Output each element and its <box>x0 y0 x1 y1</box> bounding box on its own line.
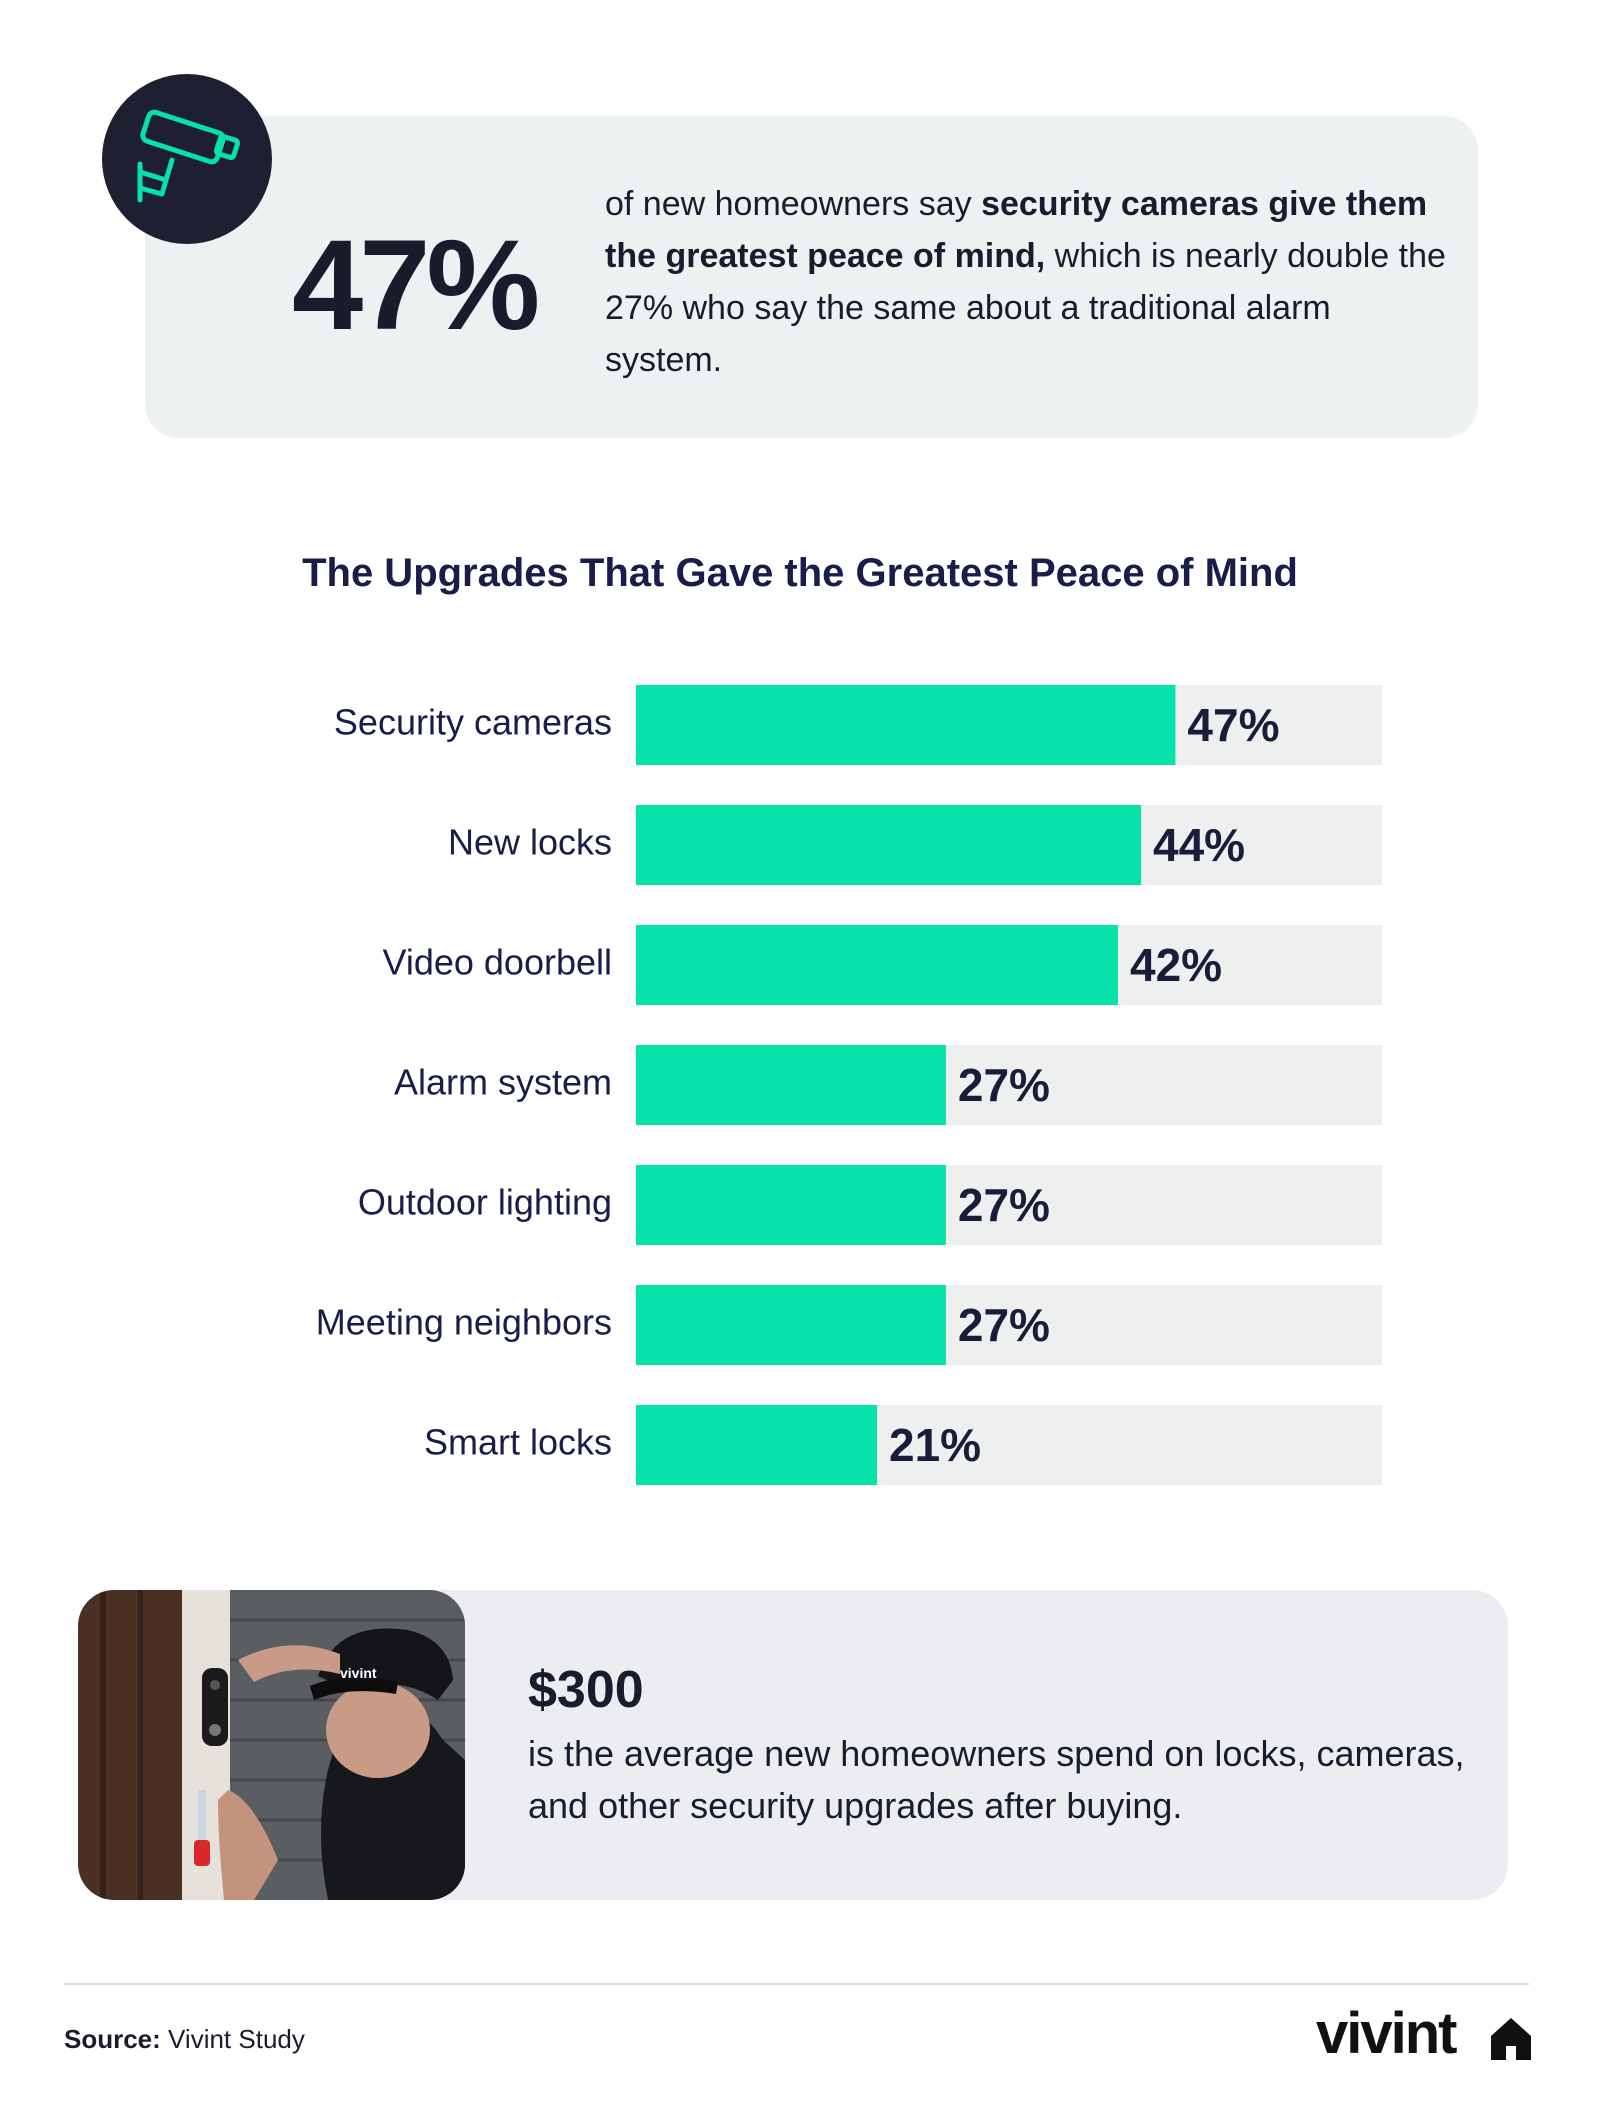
bar-chart: Security cameras 47% New locks 44% Video doo… <box>316 685 1382 1485</box>
stat-card <box>145 116 1478 438</box>
value-label-security-cameras: 47% <box>1187 699 1279 751</box>
source-citation: Source: Vivint Study <box>64 2024 305 2054</box>
headline-percentage: 47% <box>292 214 540 357</box>
bar-security-cameras <box>636 685 1176 765</box>
technician-installing-video-doorbell-photo: vivint <box>78 1590 465 1900</box>
category-label-video-doorbell: Video doorbell <box>382 942 612 983</box>
category-label-security-cameras: Security cameras <box>334 702 612 743</box>
value-label-new-locks: 44% <box>1153 819 1245 871</box>
category-label-alarm-system: Alarm system <box>394 1062 612 1103</box>
vivint-logo: vivint <box>1316 2004 1532 2068</box>
category-label-outdoor-lighting: Outdoor lighting <box>358 1182 612 1223</box>
chart-title: The Upgrades That Gave the Greatest Peac… <box>302 551 1298 595</box>
stat-description: of new homeowners say security cameras g… <box>605 185 1446 379</box>
bar-new-locks <box>636 805 1141 885</box>
category-label-meeting-neighbors: Meeting neighbors <box>316 1302 612 1343</box>
bar-alarm-system <box>636 1045 946 1125</box>
bar-video-doorbell <box>636 925 1119 1005</box>
category-label-new-locks: New locks <box>448 822 612 863</box>
bar-meeting-neighbors <box>636 1285 946 1365</box>
logo-wordmark: vivint <box>1316 2001 1457 2066</box>
spend-card: vivint $300 is the average new homeowner… <box>78 1590 1508 1900</box>
value-label-video-doorbell: 42% <box>1130 939 1222 991</box>
value-label-alarm-system: 27% <box>958 1059 1050 1111</box>
house-icon <box>1491 2018 1531 2060</box>
value-label-meeting-neighbors: 27% <box>958 1299 1050 1351</box>
spend-amount: $300 <box>528 1661 644 1719</box>
footer-divider <box>64 1983 1529 1985</box>
svg-text:vivint: vivint <box>340 1665 377 1681</box>
value-label-smart-locks: 21% <box>889 1419 981 1471</box>
bar-outdoor-lighting <box>636 1165 946 1245</box>
value-label-outdoor-lighting: 27% <box>958 1179 1050 1231</box>
spend-description: is the average new homeowners spend on l… <box>528 1733 1465 1826</box>
bar-smart-locks <box>636 1405 878 1485</box>
category-label-smart-locks: Smart locks <box>424 1422 612 1463</box>
security-camera-icon <box>102 74 272 244</box>
